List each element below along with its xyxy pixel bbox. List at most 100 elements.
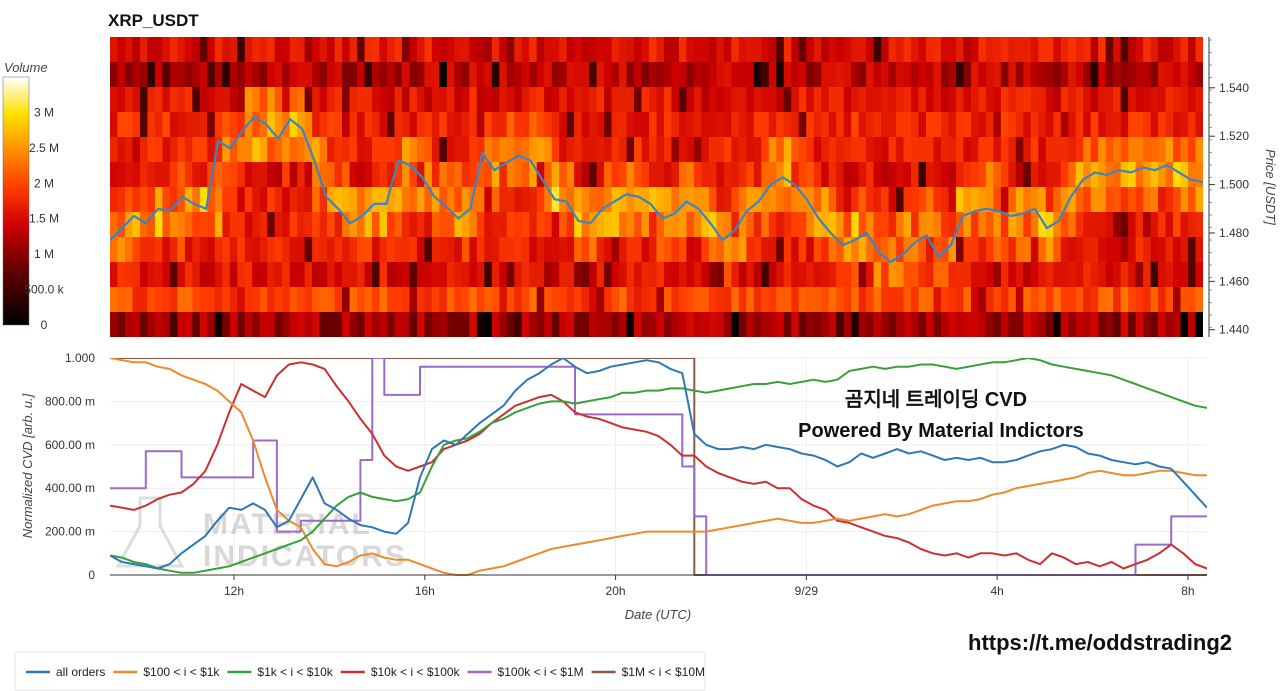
heatmap-cell: [1030, 262, 1039, 288]
heatmap-cell: [386, 162, 396, 188]
heatmap-cell: [559, 112, 568, 138]
heatmap-cell: [1120, 187, 1129, 213]
heatmap-cell: [491, 187, 500, 213]
heatmap-cell: [491, 87, 500, 113]
heatmap-cell: [334, 187, 343, 213]
heatmap-cell: [536, 162, 545, 188]
heatmap-cell: [244, 212, 253, 238]
telegram-link[interactable]: https://t.me/oddstrading2: [968, 630, 1232, 655]
heatmap-cell: [858, 312, 867, 337]
heatmap-cell: [589, 112, 598, 138]
heatmap-cell: [222, 112, 231, 138]
heatmap-cell: [252, 312, 261, 337]
heatmap-cell: [918, 212, 927, 238]
legend-label[interactable]: $1k < i < $10k: [257, 665, 333, 679]
heatmap-cell: [319, 112, 328, 138]
heatmap-cell: [461, 87, 470, 113]
heatmap-cell: [604, 37, 613, 63]
heatmap-cell: [304, 87, 313, 113]
heatmap-cell: [177, 287, 186, 313]
heatmap-cell: [446, 37, 455, 63]
heatmap-cell: [1113, 112, 1122, 138]
heatmap-cell: [926, 212, 935, 238]
heatmap-cell: [1068, 312, 1077, 337]
heatmap-cell: [312, 262, 321, 288]
heatmap-cell: [806, 62, 815, 88]
heatmap-cell: [499, 187, 508, 213]
heatmap-cell: [536, 37, 545, 63]
heatmap-cell: [334, 62, 343, 88]
heatmap-cell: [1105, 62, 1114, 88]
heatmap-cell: [671, 187, 680, 213]
heatmap-cell: [476, 187, 485, 213]
heatmap-cell: [1083, 62, 1092, 88]
heatmap-cell: [222, 87, 231, 113]
heatmap-cell: [117, 237, 126, 263]
heatmap-cell: [1188, 112, 1197, 138]
heatmap-cell: [933, 287, 942, 313]
heatmap-cell: [319, 262, 328, 288]
heatmap-cell: [940, 187, 950, 213]
legend-label[interactable]: $10k < i < $100k: [371, 665, 461, 679]
heatmap-cell: [214, 37, 223, 63]
heatmap-cells: [110, 37, 1203, 337]
heatmap-cell: [1180, 137, 1189, 163]
heatmap-cell: [1180, 262, 1189, 288]
heatmap-cell: [282, 237, 291, 263]
heatmap-cell: [888, 112, 897, 138]
heatmap-cell: [1008, 237, 1017, 263]
heatmap-cell: [776, 37, 785, 63]
heatmap-cell: [267, 312, 276, 337]
heatmap-cell: [1045, 162, 1054, 188]
heatmap-cell: [424, 112, 433, 138]
heatmap-cell: [1075, 137, 1084, 163]
watermark-line2: INDICATORS: [203, 540, 407, 573]
heatmap-cell: [836, 237, 845, 263]
heatmap-cell: [559, 262, 568, 288]
heatmap-cell: [731, 37, 740, 63]
heatmap-cell: [1000, 212, 1009, 238]
heatmap-cell: [589, 87, 598, 113]
heatmap-cell: [364, 237, 373, 263]
heatmap-cell: [828, 262, 837, 288]
heatmap-cell: [783, 312, 792, 337]
heatmap-cell: [184, 137, 193, 163]
heatmap-cell: [851, 187, 860, 213]
heatmap-cell: [461, 262, 470, 288]
heatmap-cell: [701, 162, 710, 188]
heatmap-cell: [731, 62, 740, 88]
heatmap-cell: [207, 212, 216, 238]
legend-label[interactable]: $100k < i < $1M: [498, 665, 584, 679]
heatmap-cell: [289, 162, 298, 188]
heatmap-cell: [342, 62, 351, 88]
heatmap-cell: [1150, 37, 1159, 63]
legend-label[interactable]: $1M < i < $10M: [622, 665, 705, 679]
heatmap-cell: [259, 37, 268, 63]
heatmap-cell: [289, 112, 298, 138]
heatmap-cell: [1173, 187, 1182, 213]
heatmap-cell: [1143, 312, 1152, 337]
heatmap-cell: [723, 262, 732, 288]
heatmap-cell: [933, 237, 942, 263]
heatmap-cell: [693, 162, 703, 188]
legend-label[interactable]: all orders: [56, 665, 105, 679]
heatmap-cell: [184, 237, 193, 263]
heatmap-cell: [634, 137, 643, 163]
cvd-x-tick-label: 12h: [224, 584, 244, 598]
heatmap-cell: [357, 237, 366, 263]
heatmap-cell: [394, 87, 403, 113]
heatmap-cell: [993, 212, 1002, 238]
colorbar-tick-label: 500.0 k: [24, 283, 64, 297]
colorbar-tick-label: 0: [41, 318, 48, 332]
heatmap-cell: [117, 312, 126, 337]
heatmap-cell: [1000, 87, 1009, 113]
heatmap-cell: [214, 287, 223, 313]
legend-label[interactable]: $100 < i < $1k: [143, 665, 220, 679]
heatmap-cell: [978, 62, 987, 88]
heatmap-cell: [813, 187, 822, 213]
heatmap-cell: [626, 262, 635, 288]
heatmap-cell: [851, 87, 860, 113]
heatmap-cell: [259, 87, 268, 113]
heatmap-cell: [147, 62, 156, 88]
heatmap-cell: [858, 137, 867, 163]
